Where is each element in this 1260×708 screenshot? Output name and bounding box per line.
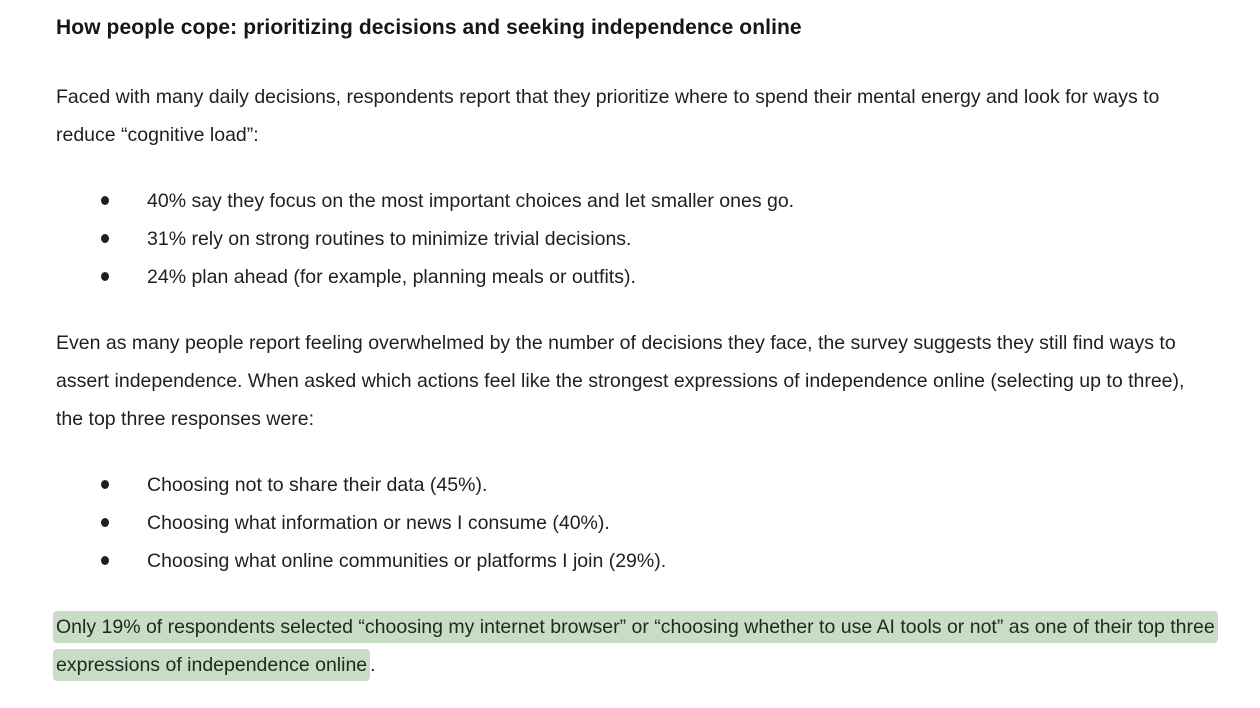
list-item-choose-information: Choosing what information or news I cons… <box>56 504 1216 542</box>
intro-paragraph: Faced with many daily decisions, respond… <box>56 86 1160 146</box>
list-item-not-share-data: Choosing not to share their data (45%). <box>56 466 1216 504</box>
list-item-choose-communities: Choosing what online communities or plat… <box>56 542 1216 580</box>
list-item-focus-important-choices: 40% say they focus on the most important… <box>56 182 1216 220</box>
list-item-plan-ahead: 24% plan ahead (for example, planning me… <box>56 258 1216 296</box>
independence-expressions-list: Choosing not to share their data (45%). … <box>56 466 1216 580</box>
section-heading: How people cope: prioritizing decisions … <box>56 16 802 39</box>
list-item-strong-routines: 31% rely on strong routines to minimize … <box>56 220 1216 258</box>
highlighted-text: Only 19% of respondents selected “choosi… <box>53 611 1218 681</box>
coping-strategies-list: 40% say they focus on the most important… <box>56 182 1216 296</box>
highlighted-paragraph-period: . <box>370 654 376 676</box>
independence-paragraph: Even as many people report feeling overw… <box>56 332 1185 430</box>
highlighted-paragraph: Only 19% of respondents selected “choosi… <box>53 608 1218 684</box>
